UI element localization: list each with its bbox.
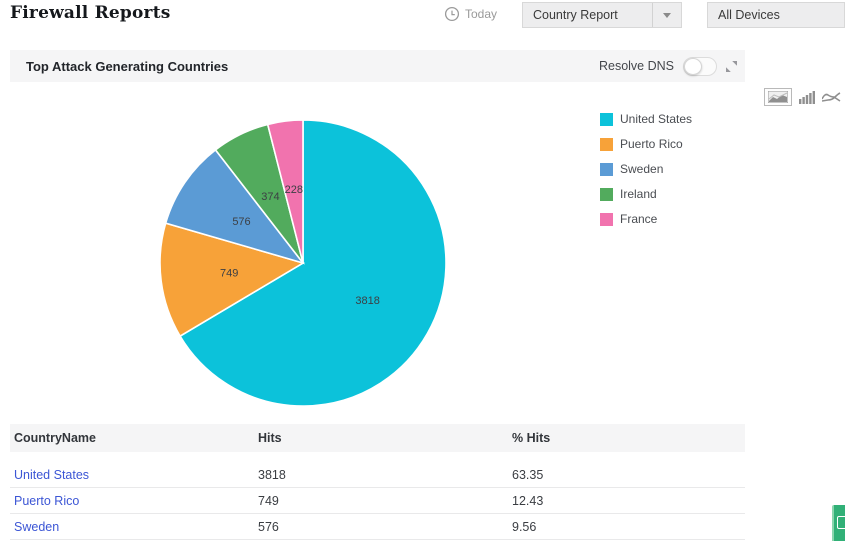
pie-chart-area: 3818 749 576 374 228 United States Puerto Ric… [0,82,745,422]
device-select[interactable]: All Devices [707,2,845,28]
pie-slice-united-states[interactable] [179,119,447,407]
chart-type-toolbar [764,88,841,106]
section-header-controls: Resolve DNS [598,56,745,76]
topbar: Firewall Reports Today Country Report Al… [0,0,845,40]
time-filter-label: Today [465,7,498,21]
country-link-united-states[interactable]: United States [14,467,90,482]
cell-pct-hits: 9.56 [512,519,537,534]
pie-value-label-puerto-rico: 749 [220,267,238,279]
feedback-tab[interactable] [832,505,845,541]
table-row-sweden: Sweden 576 9.56 [10,514,745,540]
legend-swatch [600,137,613,151]
bar-chart-icon[interactable] [799,90,815,104]
legend-item-puerto-rico[interactable]: Puerto Rico [600,137,692,151]
legend-swatch [600,187,613,201]
legend-swatch [600,162,613,176]
resolve-dns-label: Resolve DNS [598,59,674,73]
pie-value-label-sweden: 576 [232,216,250,228]
legend-label: United States [620,112,693,126]
legend-item-france[interactable]: France [600,212,692,226]
area-chart-icon[interactable] [764,88,792,106]
legend-label: Sweden [620,162,664,176]
pie-slice-puerto-rico[interactable] [159,222,305,338]
country-hits-table: CountryName Hits % Hits United States 3818 6… [10,424,745,540]
time-filter-today[interactable]: Today [444,6,497,22]
report-select-arrow[interactable] [652,3,681,27]
pie-slice-sweden[interactable] [164,148,306,265]
pie-value-label-united-states: 3818 [355,295,379,307]
pie-value-label-france: 228 [285,184,303,196]
column-header-hits: Hits [258,431,282,445]
table-header-row: CountryName Hits % Hits [10,424,745,452]
cell-country: Sweden [10,520,254,534]
table-row-united-states: United States 3818 63.35 [10,462,745,488]
legend-item-united-states[interactable]: United States [600,112,692,126]
chat-icon [837,516,845,529]
legend-label: Ireland [620,187,657,201]
legend-item-ireland[interactable]: Ireland [600,187,692,201]
cell-hits: 576 [258,519,279,534]
legend-label: Puerto Rico [620,137,683,151]
column-header-countryname: CountryName [14,431,96,445]
page-title: Firewall Reports [10,3,171,23]
legend-swatch [600,212,613,226]
clock-icon [444,6,460,22]
cell-country: United States [10,468,254,482]
chevron-down-icon [663,12,671,18]
country-link-sweden[interactable]: Sweden [14,519,60,534]
section-title: Top Attack Generating Countries [26,58,229,74]
column-header--hits: % Hits [512,431,551,445]
pie-value-label-ireland: 374 [261,191,279,203]
chart-legend: United States Puerto Rico Sweden Ireland Fra… [600,112,692,237]
legend-swatch [600,112,613,126]
legend-label: France [620,212,658,226]
table-row-puerto-rico: Puerto Rico 749 12.43 [10,488,745,514]
table-body: United States 3818 63.35 Puerto Rico 749 12.4… [10,452,745,540]
toggle-knob [684,57,702,75]
line-chart-icon[interactable] [822,91,841,103]
device-select-value: All Devices [718,8,780,22]
cell-pct-hits: 63.35 [512,467,544,482]
country-link-puerto-rico[interactable]: Puerto Rico [14,493,80,508]
cell-hits: 3818 [258,467,286,482]
legend-item-sweden[interactable]: Sweden [600,162,692,176]
pie-slice-france[interactable] [266,119,304,264]
cell-pct-hits: 12.43 [512,493,544,508]
report-select[interactable]: Country Report [522,2,682,28]
cell-country: Puerto Rico [10,494,254,508]
report-select-value: Country Report [533,8,618,22]
pie-chart: 3818 749 576 374 228 [159,119,447,407]
cell-hits: 749 [258,493,279,508]
resize-icon[interactable] [726,60,737,72]
resolve-dns-toggle[interactable] [683,56,717,76]
section-header: Top Attack Generating Countries Resolve … [10,50,745,82]
